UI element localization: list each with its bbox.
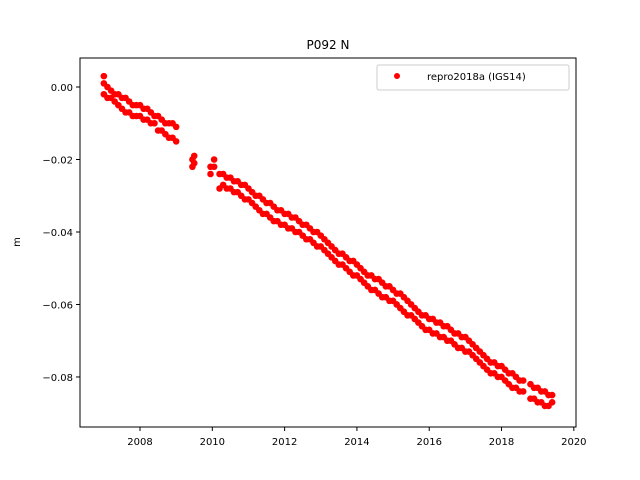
x-tick-label: 2014 <box>344 437 369 448</box>
x-tick-label: 2012 <box>272 437 297 448</box>
legend: repro2018a (IGS14) <box>376 64 570 91</box>
data-point <box>548 399 556 406</box>
x-tick-label: 2010 <box>200 437 225 448</box>
data-point <box>210 156 218 163</box>
data-point <box>151 119 158 127</box>
legend-box <box>376 64 570 91</box>
y-axis-ticks: 0.00 −0.02 −0.04 −0.06 −0.08 <box>42 83 80 384</box>
data-point <box>100 72 108 80</box>
legend-marker <box>394 73 400 79</box>
x-tick-label: 2008 <box>127 437 152 448</box>
data-point <box>172 138 180 145</box>
chart-title: P092 N <box>307 38 350 52</box>
x-tick-label: 2016 <box>416 437 441 448</box>
data-point <box>519 377 527 384</box>
data-point <box>207 170 214 178</box>
x-tick-label: 2018 <box>489 437 514 448</box>
data-point <box>548 391 556 399</box>
plot-frame <box>79 57 577 428</box>
data-points <box>100 72 556 410</box>
y-tick-label: −0.08 <box>42 373 73 384</box>
y-tick-label: −0.04 <box>42 228 73 239</box>
data-point <box>190 152 198 160</box>
y-axis-label: m <box>12 237 23 247</box>
data-point <box>190 159 198 167</box>
data-point <box>210 163 218 171</box>
y-tick-label: −0.02 <box>42 155 73 166</box>
data-point <box>172 123 180 131</box>
x-axis-ticks: 2008 2010 2012 2014 2016 2018 2020 <box>127 427 587 448</box>
legend-label: repro2018a (IGS14) <box>427 72 526 83</box>
data-point <box>519 388 527 395</box>
x-tick-label: 2020 <box>561 437 586 448</box>
y-tick-label: −0.06 <box>42 300 73 311</box>
y-tick-label: 0.00 <box>51 83 73 94</box>
